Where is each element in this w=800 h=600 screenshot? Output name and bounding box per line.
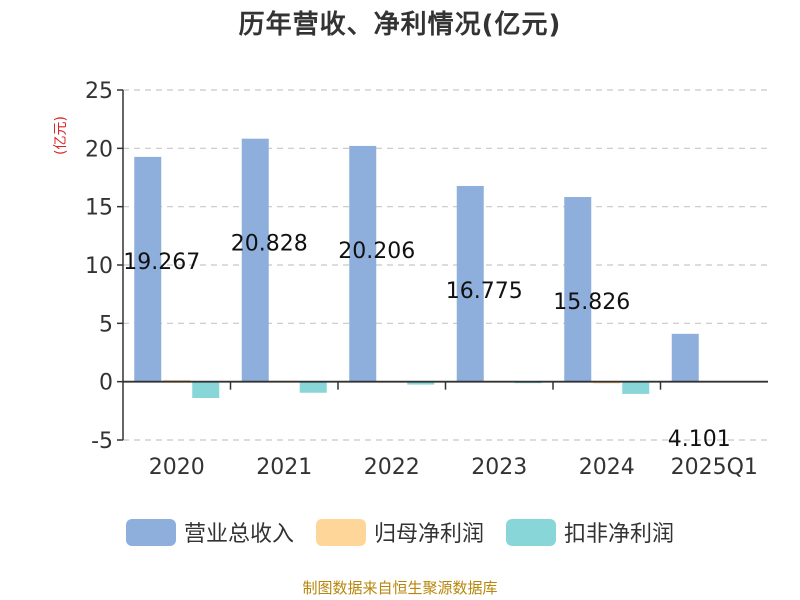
legend-label-deducted-profit: 扣非净利润 [564, 522, 675, 547]
legend: 营业总收入 归母净利润 扣非净利润 [0, 516, 800, 548]
x-tick-label: 2022 [364, 455, 420, 480]
legend-swatch-deducted-profit [506, 518, 556, 546]
bar-revenue [241, 138, 269, 382]
x-tick-label: 2021 [256, 455, 312, 480]
data-source-note: 制图数据来自恒生聚源数据库 [302, 579, 498, 597]
bar-deducted-profit [407, 381, 435, 385]
data-label: 20.206 [338, 239, 415, 264]
chart-title: 历年营收、净利情况(亿元) [238, 10, 562, 40]
y-tick-label: 10 [85, 254, 113, 279]
y-tick-label: 5 [99, 312, 113, 337]
data-label: 15.826 [553, 290, 630, 315]
data-label: 19.267 [123, 250, 200, 275]
data-label: 16.775 [446, 279, 523, 304]
data-label: 20.828 [231, 232, 308, 257]
bar-deducted-profit [192, 381, 220, 398]
legend-label-net-profit: 归母净利润 [373, 522, 484, 547]
y-tick-label: 25 [85, 79, 113, 104]
bar-deducted-profit [299, 381, 327, 393]
x-tick-label: 2023 [471, 455, 527, 480]
y-axis-unit: (亿元) [53, 116, 69, 155]
bar-revenue [456, 185, 484, 382]
legend-item-net-profit[interactable]: 归母净利润 [315, 516, 484, 548]
data-label: 4.101 [668, 427, 731, 452]
legend-label-revenue: 营业总收入 [183, 522, 294, 547]
x-tick-label: 2020 [149, 455, 205, 480]
bar-revenue [349, 145, 377, 382]
y-tick-label: 20 [85, 137, 113, 162]
legend-item-deducted-profit[interactable]: 扣非净利润 [506, 516, 674, 548]
y-tick-label: -5 [91, 429, 113, 454]
bar-revenue [564, 197, 592, 382]
bar-revenue [134, 156, 162, 382]
legend-swatch-net-profit [315, 518, 366, 546]
y-tick-label: 15 [85, 196, 113, 221]
x-tick-label: 2024 [579, 455, 635, 480]
x-tick-label: 2025Q1 [671, 455, 758, 480]
y-tick-label: 0 [99, 371, 113, 396]
bar-deducted-profit [622, 381, 650, 394]
bar-revenue [671, 333, 699, 382]
legend-swatch-revenue [125, 518, 176, 546]
legend-item-revenue[interactable]: 营业总收入 [125, 516, 294, 548]
